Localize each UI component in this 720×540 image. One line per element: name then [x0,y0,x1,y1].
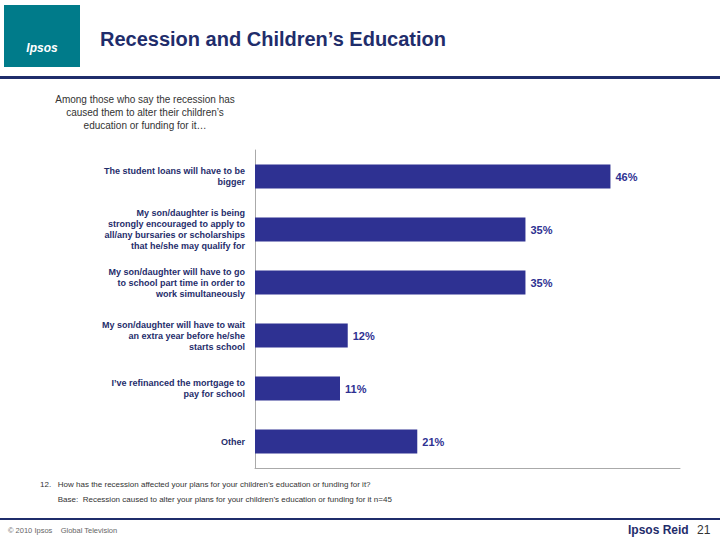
svg-text:Other: Other [221,437,246,447]
svg-text:Recession and Children’s Educa: Recession and Children’s Education [100,28,446,50]
svg-text:pay for school: pay for school [183,389,245,399]
svg-text:Ipsos Reid: Ipsos Reid [628,523,689,537]
svg-text:The student loans will have to: The student loans will have to be [104,166,245,176]
svg-text:12%: 12% [353,330,375,342]
svg-text:strongly encouraged to apply t: strongly encouraged to apply to [108,219,246,229]
svg-text:© 2010 Ipsos Global Televis: © 2010 Ipsos Global Television [8,526,117,535]
svg-text:My son/daughter will have to g: My son/daughter will have to go [108,267,245,277]
svg-text:all/any bursaries or scholarsh: all/any bursaries or scholarships [104,230,245,240]
svg-text:21: 21 [697,523,711,537]
svg-text:46%: 46% [615,171,637,183]
svg-text:35%: 35% [530,224,552,236]
svg-text:I’ve refinanced the mortgage t: I’ve refinanced the mortgage to [111,378,245,388]
svg-text:starts school: starts school [189,342,245,352]
svg-text:an extra year before he/she: an extra year before he/she [128,331,245,341]
svg-text:11%: 11% [345,383,367,395]
svg-text:to school part time in order t: to school part time in order to [117,278,245,288]
svg-text:caused them to alter their chi: caused them to alter their children’s [66,107,224,118]
svg-text:bigger: bigger [217,177,245,187]
svg-text:35%: 35% [530,277,552,289]
svg-text:education or funding for it…: education or funding for it… [84,120,207,131]
svg-text:My son/daughter is being: My son/daughter is being [136,208,245,218]
svg-text:that he/she may qualify for: that he/she may qualify for [131,241,246,251]
svg-text:Base: Recession caused to alt: Base: Recession caused to alter your pla… [40,495,392,504]
svg-text:Ipsos: Ipsos [26,41,58,55]
svg-text:work simultaneously: work simultaneously [155,289,245,299]
svg-text:Among those who say the recess: Among those who say the recession has [55,94,235,105]
svg-text:12. How has the recession af: 12. How has the recession affected your … [40,480,371,489]
svg-text:21%: 21% [422,436,444,448]
svg-text:My son/daughter will have to w: My son/daughter will have to wait [102,320,245,330]
